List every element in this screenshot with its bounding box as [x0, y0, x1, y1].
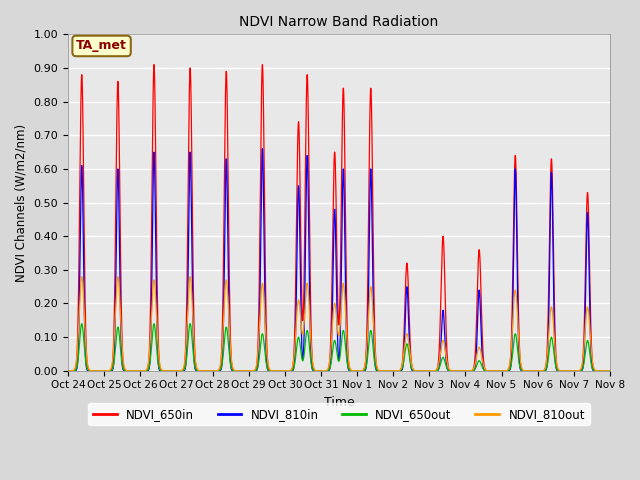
Title: NDVI Narrow Band Radiation: NDVI Narrow Band Radiation — [239, 15, 438, 29]
X-axis label: Time: Time — [324, 396, 355, 409]
Text: TA_met: TA_met — [76, 39, 127, 52]
Legend: NDVI_650in, NDVI_810in, NDVI_650out, NDVI_810out: NDVI_650in, NDVI_810in, NDVI_650out, NDV… — [88, 403, 589, 425]
Y-axis label: NDVI Channels (W/m2/nm): NDVI Channels (W/m2/nm) — [15, 123, 28, 282]
